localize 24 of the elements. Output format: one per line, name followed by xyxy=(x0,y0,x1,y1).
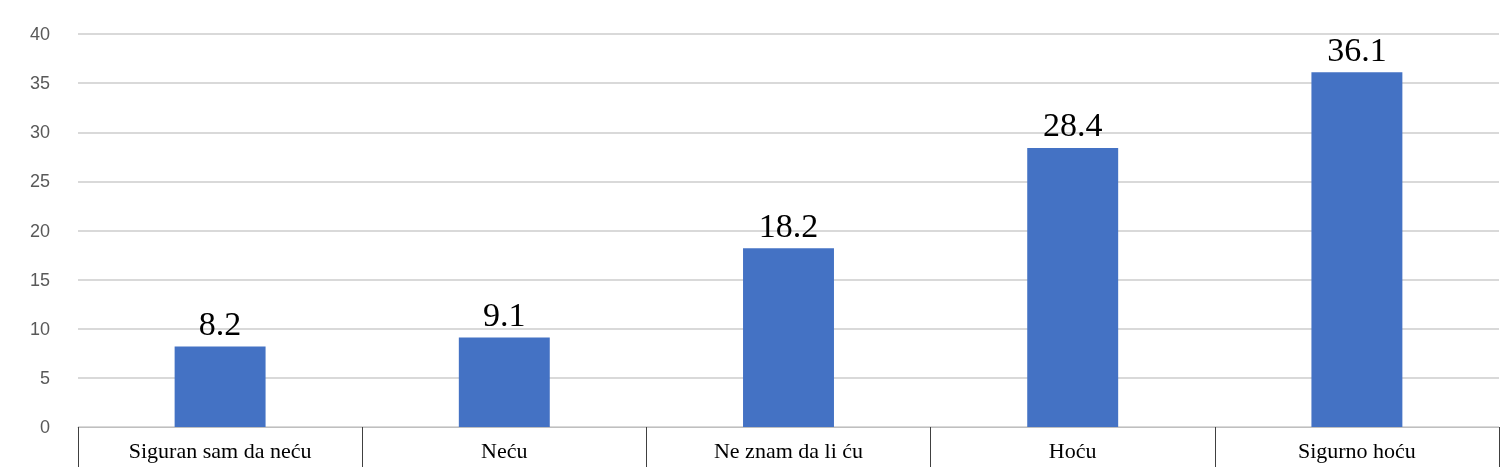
data-label: 28.4 xyxy=(1042,106,1103,144)
y-tick-label: 0 xyxy=(39,417,50,437)
y-tick-label: 5 xyxy=(39,367,50,388)
x-tick-label: Neću xyxy=(481,437,528,463)
x-tick-label: Sigurno hoću xyxy=(1297,437,1416,463)
x-tick-label: Siguran sam da neću xyxy=(128,437,312,463)
y-tick-label: 25 xyxy=(29,171,50,192)
bar xyxy=(1027,147,1119,427)
data-label: 9.1 xyxy=(483,296,526,334)
y-tick-label: 30 xyxy=(29,122,50,143)
bar xyxy=(458,337,550,427)
x-tick-label: Ne znam da li ću xyxy=(713,437,864,463)
bar xyxy=(743,248,834,427)
y-tick-label: 40 xyxy=(29,24,50,44)
y-tick-label: 10 xyxy=(29,318,50,339)
x-tick-label: Hoću xyxy=(1048,437,1097,463)
bar xyxy=(1311,72,1403,427)
data-label: 18.2 xyxy=(758,206,819,244)
y-tick-label: 15 xyxy=(29,269,50,290)
y-tick-label: 35 xyxy=(29,73,50,94)
data-label: 8.2 xyxy=(198,304,242,342)
data-label: 36.1 xyxy=(1327,30,1387,68)
y-tick-label: 20 xyxy=(29,220,50,241)
bar xyxy=(174,346,266,427)
